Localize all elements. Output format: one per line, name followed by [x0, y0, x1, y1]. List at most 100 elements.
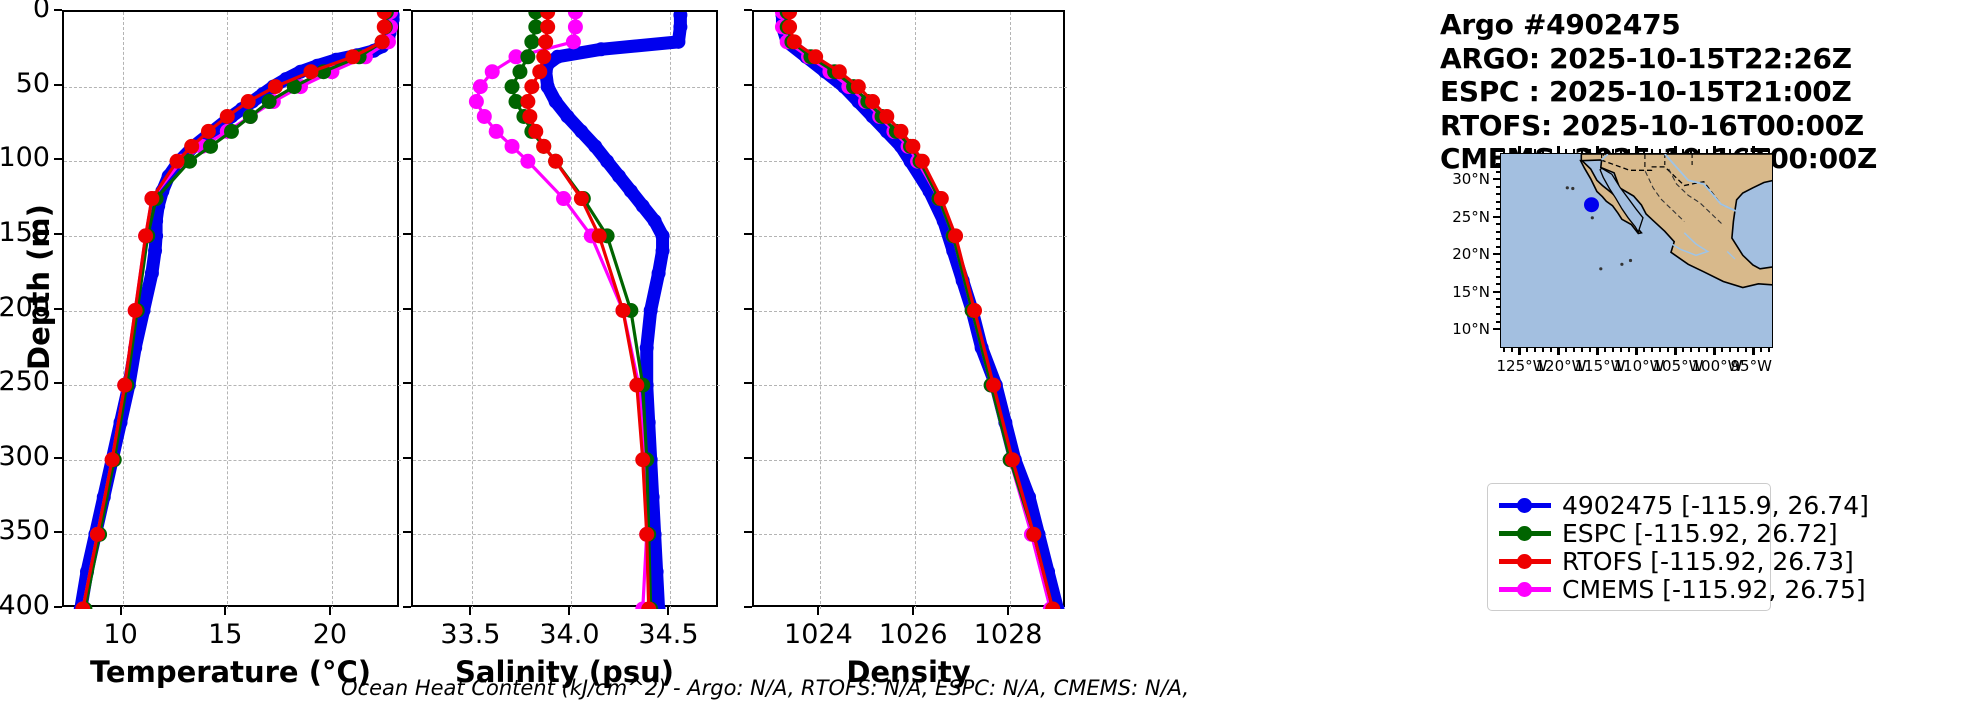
salinity-profile-plot-area — [468, 12, 688, 609]
legend-item-argo[interactable]: 4902475 [-115.9, 26.74] — [1499, 491, 1869, 520]
series-marker — [468, 94, 484, 110]
series-marker — [303, 64, 319, 80]
gridline-horizontal — [64, 235, 401, 237]
y-axis-tick — [403, 606, 411, 608]
map-lon-tick — [1596, 348, 1599, 355]
map-lon-minor-tick — [1651, 348, 1654, 352]
series-marker — [286, 79, 302, 95]
map-lon-minor-tick — [1549, 149, 1552, 153]
series-line-rtofs — [787, 12, 1055, 609]
series-marker — [536, 138, 552, 154]
map-lon-minor-tick — [1658, 149, 1661, 153]
legend-label: ESPC [-115.92, 26.72] — [1562, 518, 1838, 548]
map-lat-minor-tick — [1496, 313, 1500, 316]
series-marker — [524, 79, 540, 95]
legend-item-cmems[interactable]: CMEMS [-115.92, 26.75] — [1499, 575, 1866, 604]
map-lon-minor-tick — [1565, 348, 1568, 352]
map-lat-label: 20°N — [1452, 245, 1490, 264]
series-marker — [629, 377, 645, 393]
series-marker — [203, 138, 219, 154]
map-lon-minor-tick — [1690, 149, 1693, 153]
series-marker — [574, 124, 589, 139]
series-marker — [540, 12, 556, 20]
gridline-horizontal — [754, 459, 1067, 461]
series-marker — [484, 64, 500, 80]
map-lat-minor-tick — [1496, 223, 1500, 226]
x-tick-label: 34.0 — [539, 619, 600, 650]
map-lon-minor-tick — [1580, 348, 1583, 352]
gridline-horizontal — [413, 310, 720, 312]
salinity-profile-x-axis-title: Salinity (psu) — [455, 655, 674, 689]
density-profile-plot-area — [774, 12, 1065, 609]
series-marker — [540, 19, 556, 35]
map-island — [1599, 267, 1603, 271]
x-tick-label: 20 — [312, 619, 348, 650]
map-lon-minor-tick — [1666, 149, 1669, 153]
map-lon-minor-tick — [1643, 149, 1646, 153]
map-lon-tick-top — [1635, 146, 1638, 153]
gridline-horizontal — [754, 310, 1067, 312]
map-lat-minor-tick — [1496, 298, 1500, 301]
map-lat-minor-tick — [1496, 185, 1500, 188]
map-lon-minor-tick — [1604, 348, 1607, 352]
series-marker — [651, 266, 666, 281]
map-lon-minor-tick — [1721, 348, 1724, 352]
x-tick-label: 1026 — [878, 619, 948, 650]
legend-label: CMEMS [-115.92, 26.75] — [1562, 574, 1866, 604]
map-geometry — [1565, 154, 1772, 289]
salinity-profile-panel — [411, 10, 720, 609]
map-lon-minor-tick — [1643, 348, 1646, 352]
y-axis-tick — [403, 531, 411, 534]
map-lon-minor-tick — [1541, 149, 1544, 153]
gridline-horizontal — [64, 161, 401, 163]
series-marker — [556, 191, 572, 207]
map-feature — [1580, 154, 1772, 289]
series-marker — [261, 94, 277, 110]
series-marker — [200, 123, 216, 139]
map-lon-label: 105°W — [1652, 357, 1704, 375]
map-lat-minor-tick — [1496, 208, 1500, 211]
x-axis-tick — [568, 607, 571, 615]
map-lon-minor-tick — [1588, 348, 1591, 352]
map-lon-tick — [1674, 348, 1677, 355]
series-marker — [643, 303, 658, 318]
series-marker — [565, 34, 581, 50]
series-marker — [144, 191, 160, 207]
map-lon-minor-tick — [1736, 348, 1739, 352]
x-tick-label: 15 — [208, 619, 243, 650]
map-lon-tick — [1557, 348, 1560, 355]
y-axis-tick — [403, 9, 411, 11]
map-island — [1571, 186, 1575, 191]
series-marker — [148, 243, 163, 258]
series-marker — [538, 34, 554, 50]
map-lon-tick-top — [1752, 146, 1755, 153]
map-lon-label: 125°W — [1496, 357, 1548, 375]
series-marker — [117, 377, 133, 393]
legend-label: 4902475 [-115.9, 26.74] — [1562, 490, 1869, 520]
ocean-heat-content-note: Ocean Heat Content (kJ/cm^2) - Argo: N/A… — [341, 676, 1190, 700]
map-lat-label: 15°N — [1452, 282, 1490, 301]
legend-item-rtofs[interactable]: RTOFS [-115.92, 26.73] — [1499, 547, 1854, 576]
series-marker — [184, 138, 200, 154]
series-marker — [476, 108, 492, 124]
series-marker — [267, 79, 283, 95]
series-marker — [376, 19, 392, 35]
series-marker — [138, 228, 154, 244]
legend-item-espc[interactable]: ESPC [-115.92, 26.72] — [1499, 519, 1838, 548]
map-lon-tick — [1713, 348, 1716, 355]
series-line-cmems — [780, 12, 1052, 609]
legend-label: RTOFS [-115.92, 26.73] — [1562, 546, 1854, 576]
series-marker — [655, 243, 670, 258]
map-feature — [1668, 168, 1724, 226]
y-axis-tick — [744, 382, 752, 385]
map-lon-minor-tick — [1526, 348, 1529, 352]
map-lon-minor-tick — [1612, 149, 1615, 153]
x-axis-tick — [817, 607, 820, 615]
map-lat-tick — [1493, 178, 1500, 181]
map-lat-minor-tick — [1496, 170, 1500, 173]
map-lat-tick — [1493, 253, 1500, 256]
map-lon-minor-tick — [1573, 348, 1576, 352]
series-marker — [540, 79, 555, 94]
gridline-horizontal — [64, 385, 401, 387]
series-legend[interactable]: 4902475 [-115.9, 26.74] ESPC [-115.92, 26… — [1487, 483, 1869, 611]
